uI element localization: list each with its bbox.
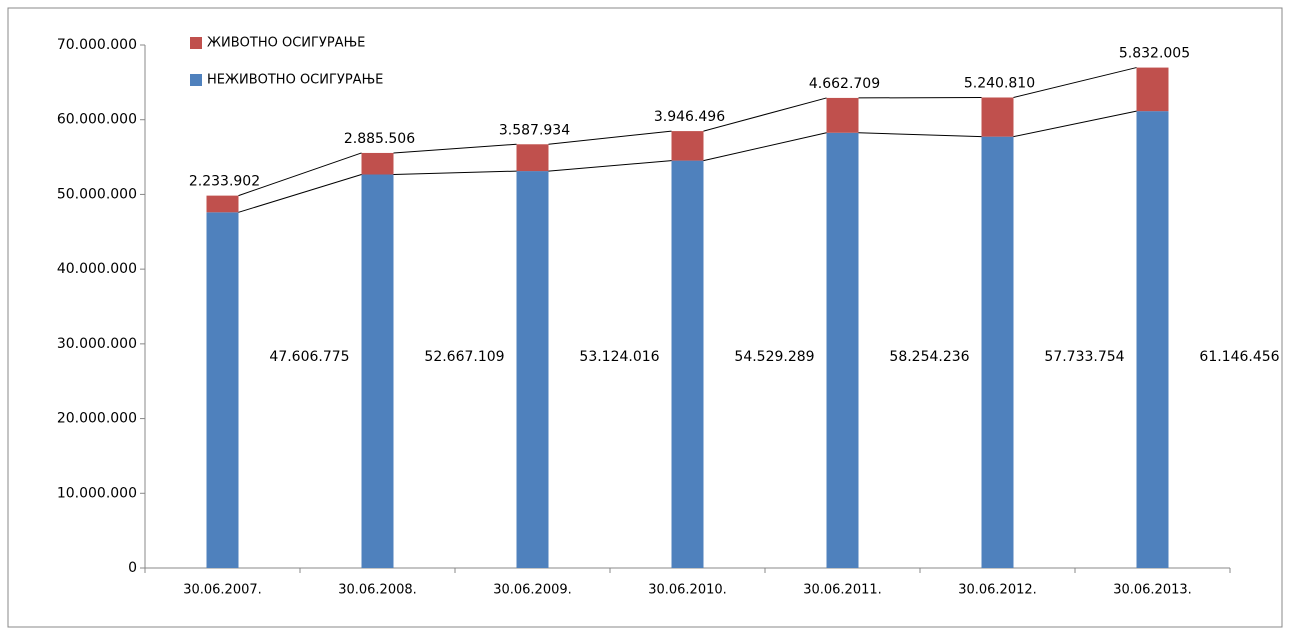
- data-label: 47.606.775: [269, 349, 349, 365]
- legend-label: НЕЖИВОТНО ОСИГУРАЊЕ: [207, 73, 383, 88]
- data-label: 3.946.496: [654, 109, 725, 125]
- data-label: 61.146.456: [1199, 349, 1279, 365]
- data-label: 5.240.810: [964, 75, 1035, 91]
- x-tick-label: 30.06.2012.: [958, 583, 1037, 598]
- y-tick-label: 20.000.000: [57, 411, 137, 427]
- data-label: 2.885.506: [344, 131, 415, 147]
- x-tick-label: 30.06.2008.: [338, 583, 417, 598]
- data-label: 4.662.709: [809, 76, 880, 92]
- bar-segment: [517, 144, 549, 171]
- y-tick-label: 10.000.000: [57, 485, 137, 501]
- data-label: 53.124.016: [579, 349, 659, 365]
- legend-swatch: [190, 74, 202, 86]
- y-tick-label: 40.000.000: [57, 261, 137, 277]
- bar-segment: [362, 175, 394, 568]
- data-label: 2.233.902: [189, 174, 260, 190]
- bar-segment: [672, 161, 704, 568]
- bar-segment: [827, 133, 859, 568]
- y-tick-label: 50.000.000: [57, 186, 137, 202]
- bar-segment: [672, 131, 704, 160]
- x-tick-label: 30.06.2013.: [1113, 583, 1192, 598]
- data-label: 58.254.236: [889, 349, 969, 365]
- x-tick-label: 30.06.2011.: [803, 583, 882, 598]
- y-tick-label: 30.000.000: [57, 336, 137, 352]
- data-label: 52.667.109: [424, 349, 504, 365]
- y-tick-label: 60.000.000: [57, 112, 137, 128]
- bar-segment: [1137, 68, 1169, 112]
- bar-segment: [827, 98, 859, 133]
- data-label: 5.832.005: [1119, 46, 1190, 62]
- y-tick-label: 70.000.000: [57, 37, 137, 53]
- bar-segment: [517, 171, 549, 568]
- legend-swatch: [190, 37, 202, 49]
- y-tick-label: 0: [128, 560, 137, 576]
- bar-segment: [362, 153, 394, 175]
- chart-frame: [8, 8, 1282, 627]
- bar-segment: [982, 137, 1014, 568]
- bar-segment: [982, 97, 1014, 136]
- data-label: 54.529.289: [734, 349, 814, 365]
- bar-segment: [1137, 111, 1169, 568]
- bar-segment: [207, 212, 239, 568]
- bar-segment: [207, 196, 239, 213]
- x-tick-label: 30.06.2007.: [183, 583, 262, 598]
- data-label: 57.733.754: [1044, 349, 1124, 365]
- x-tick-label: 30.06.2010.: [648, 583, 727, 598]
- data-label: 3.587.934: [499, 122, 570, 138]
- x-tick-label: 30.06.2009.: [493, 583, 572, 598]
- legend-label: ЖИВОТНО ОСИГУРАЊЕ: [207, 36, 365, 51]
